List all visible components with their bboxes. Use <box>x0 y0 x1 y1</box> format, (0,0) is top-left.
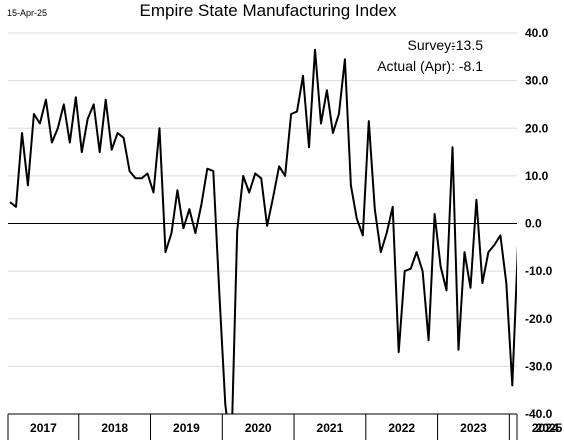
series-line-group <box>9 48 517 414</box>
y-tick-label: 10.0 <box>525 169 549 183</box>
survey-value: -13.5 <box>451 37 483 53</box>
y-tick-label: 30.0 <box>525 74 549 88</box>
y-tick-label: -10.0 <box>525 264 553 278</box>
x-tick-label: 2018 <box>101 421 128 435</box>
y-axis-ticks: 40.0 30.0 20.0 10.0 0.0 -10.0 -20.0 -30.0 -40.0 <box>525 26 553 421</box>
gridlines <box>8 32 517 415</box>
x-tick-label: 2017 <box>30 421 57 435</box>
y-tick-label: 20.0 <box>525 121 549 135</box>
x-tick-label: 2020 <box>245 421 272 435</box>
y-tick-label: -40.0 <box>525 407 553 421</box>
y-tick-label: -20.0 <box>525 312 553 326</box>
series-line <box>9 48 517 414</box>
actual-label: Actual (Apr): <box>377 58 455 74</box>
x-tick-label: 2022 <box>388 421 415 435</box>
x-tick-label: 2025 <box>536 421 563 435</box>
actual-value: -8.1 <box>459 58 483 74</box>
chart-title: Empire State Manufacturing Index <box>139 1 397 20</box>
y-tick-label: 40.0 <box>525 26 549 40</box>
x-tick-label: 2024 <box>532 421 559 435</box>
y-tick-label: 0.0 <box>525 217 542 231</box>
survey-label: Survey: <box>408 37 455 53</box>
y-tick-label: -30.0 <box>525 359 553 373</box>
x-tick-label: 2021 <box>317 421 344 435</box>
x-tick-label: 2019 <box>173 421 200 435</box>
date-stamp: 15-Apr-25 <box>7 8 47 18</box>
x-tick-label: 2023 <box>460 421 487 435</box>
